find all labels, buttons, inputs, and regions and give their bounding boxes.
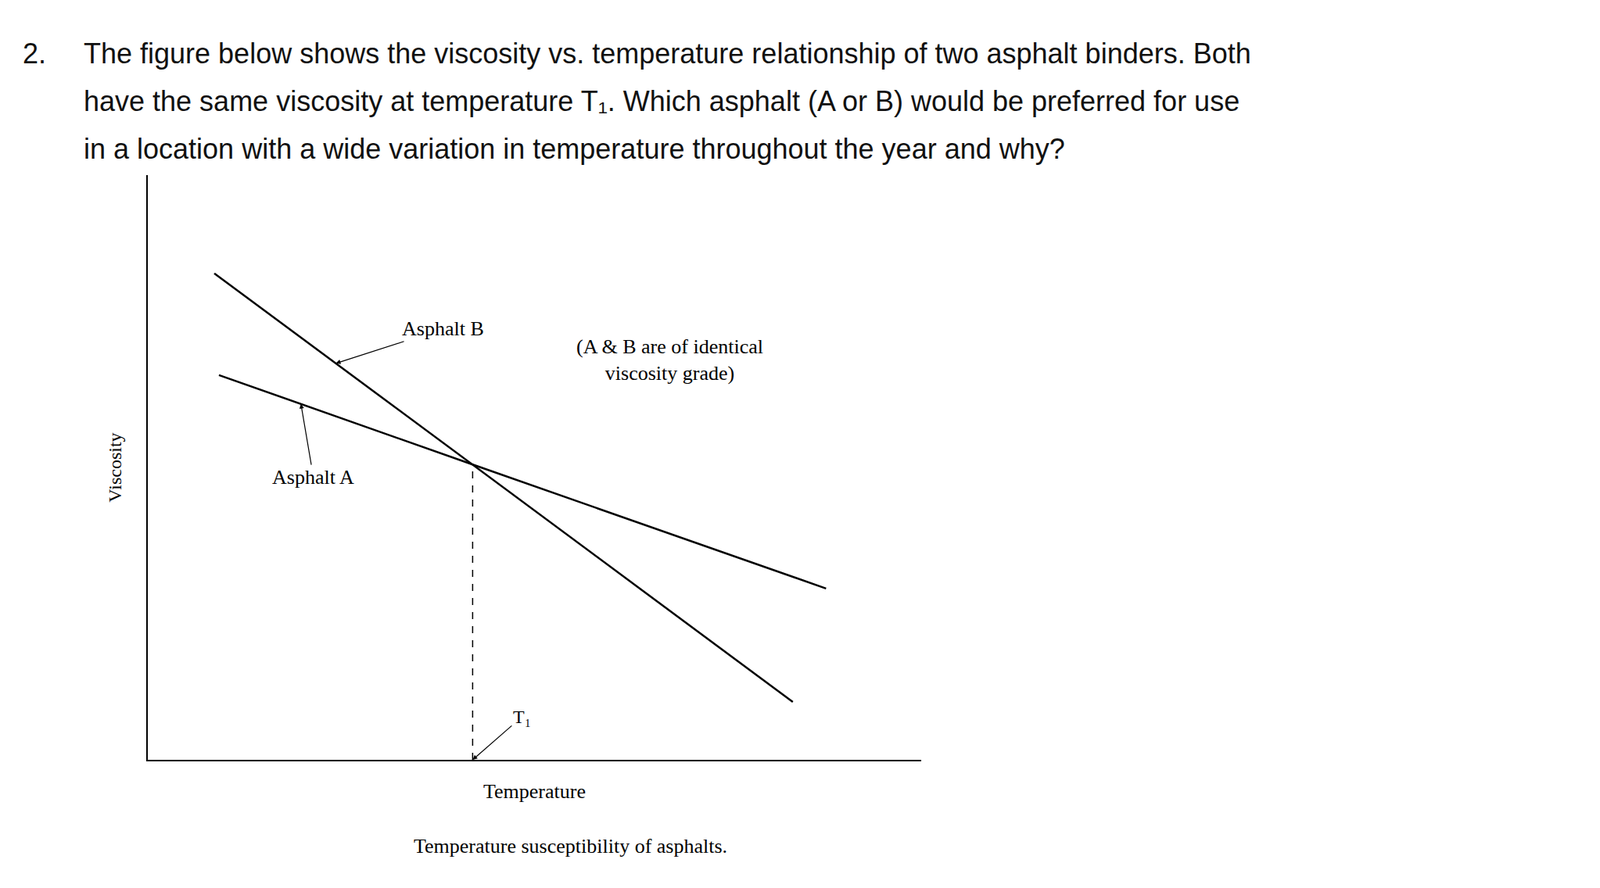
html-text:have the same viscosity at tem: have the same viscosity at temperature T… xyxy=(83,85,1240,118)
svg-text:Asphalt A: Asphalt A xyxy=(272,466,355,489)
svg-text:Temperature susceptibility of: Temperature susceptibility of asphalts. xyxy=(413,835,728,858)
svg-text:Asphalt B: Asphalt B xyxy=(401,317,485,341)
html-text:The figure below shows the vis: The figure below shows the viscosity vs.… xyxy=(83,37,1252,70)
svg-text:Temperature: Temperature xyxy=(483,780,586,804)
html-text:in a location with a wide vari: in a location with a wide variation in t… xyxy=(83,132,1065,166)
svg-text:T₁: T₁ xyxy=(513,706,531,728)
svg-text:(A & B are of identicalviscosi: (A & B are of identicalviscosity grade) xyxy=(576,335,764,385)
svg-text:Viscosity: Viscosity xyxy=(104,432,126,503)
html-text:2.: 2. xyxy=(22,37,47,70)
